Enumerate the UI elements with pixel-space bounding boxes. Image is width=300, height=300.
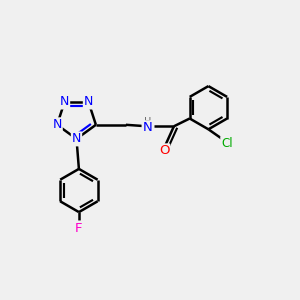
Text: H: H bbox=[144, 117, 151, 128]
Text: N: N bbox=[60, 95, 69, 109]
Text: N: N bbox=[142, 121, 152, 134]
Text: F: F bbox=[75, 221, 82, 235]
Text: N: N bbox=[52, 118, 62, 131]
Text: N: N bbox=[72, 132, 81, 146]
Text: N: N bbox=[84, 95, 93, 109]
Text: Cl: Cl bbox=[221, 137, 233, 150]
Text: O: O bbox=[159, 144, 169, 158]
